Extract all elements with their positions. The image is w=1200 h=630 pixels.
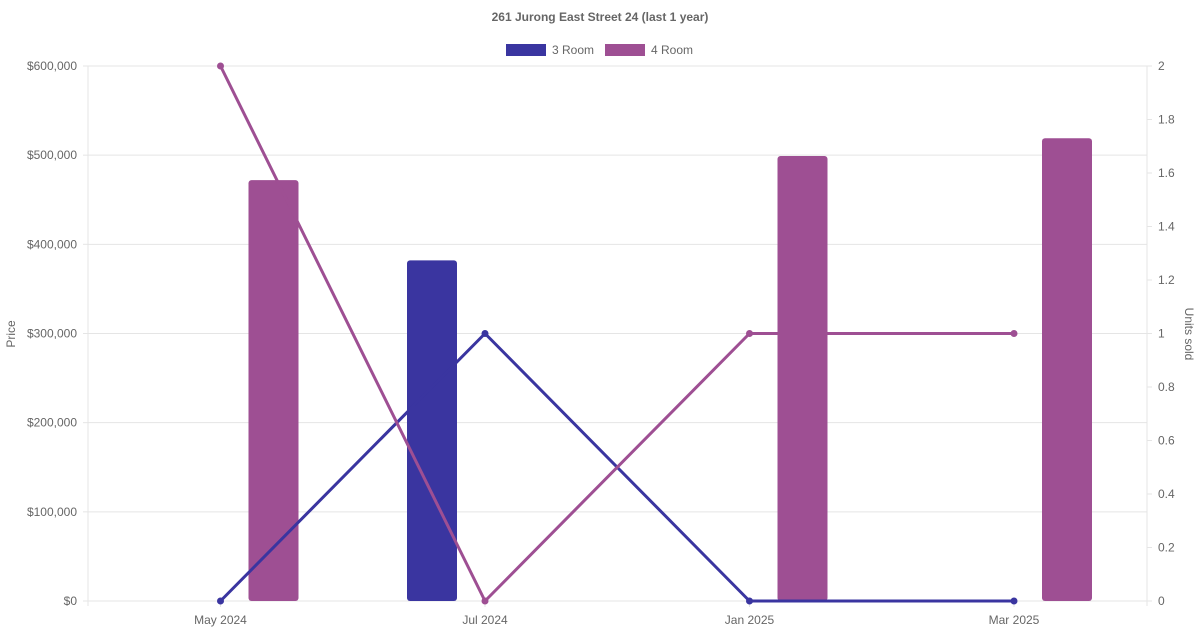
left-axis: $0 $100,000 $200,000 $300,000 $400,000 $500,0… [27, 59, 88, 608]
left-tick-label: $100,000 [27, 505, 77, 519]
legend-swatch[interactable] [506, 44, 546, 56]
left-tick-label: $0 [64, 594, 78, 608]
x-tick-label: Jan 2025 [725, 613, 775, 627]
point-3-room[interactable] [1010, 597, 1018, 605]
right-tick-label: 0.4 [1158, 487, 1175, 501]
point-4-room[interactable] [746, 330, 753, 337]
y-axis-title: Price [4, 320, 18, 348]
right-tick-label: 1.6 [1158, 166, 1175, 180]
right-tick-label: 0.6 [1158, 434, 1175, 448]
left-tick-label: $200,000 [27, 416, 77, 430]
point-3-room[interactable] [746, 597, 753, 605]
right-tick-label: 0.2 [1158, 541, 1175, 555]
bar-4-room[interactable] [248, 180, 299, 601]
right-tick-label: 0 [1158, 594, 1165, 608]
bar-4-room[interactable] [777, 156, 828, 601]
right-tick-label: 0.8 [1158, 380, 1175, 394]
right-tick-label: 1.2 [1158, 273, 1175, 287]
left-tick-label: $400,000 [27, 237, 77, 251]
right-tick-label: 1.8 [1158, 113, 1175, 127]
right-tick-label: 1 [1158, 327, 1165, 341]
bar-4-room[interactable] [1042, 138, 1092, 601]
legend-label[interactable]: 4 Room [651, 43, 693, 57]
chart-title: 261 Jurong East Street 24 (last 1 year) [492, 10, 709, 24]
right-axis: 0 0.2 0.4 0.6 0.8 1 1.2 1.4 1.6 1.8 2 [1147, 59, 1175, 608]
bar-3-room[interactable] [407, 260, 457, 601]
legend-label[interactable]: 3 Room [552, 43, 594, 57]
x-tick-label: Jul 2024 [462, 613, 508, 627]
x-tick-label: Mar 2025 [989, 613, 1040, 627]
left-tick-label: $300,000 [27, 327, 77, 341]
legend-swatch[interactable] [605, 44, 645, 56]
left-tick-label: $600,000 [27, 59, 77, 73]
legend[interactable]: 3 Room 4 Room [506, 43, 693, 57]
point-4-room[interactable] [1010, 330, 1018, 337]
right-tick-label: 1.4 [1158, 220, 1175, 234]
line-4-room [219, 65, 1014, 603]
right-tick-label: 2 [1158, 59, 1165, 73]
x-axis: May 2024 Jul 2024 Jan 2025 Mar 2025 [194, 601, 1040, 627]
gridlines [87, 65, 1148, 606]
point-3-room[interactable] [481, 330, 489, 337]
point-4-room[interactable] [217, 62, 224, 70]
point-4-room[interactable] [481, 597, 489, 605]
x-tick-label: May 2024 [194, 613, 247, 627]
left-tick-label: $500,000 [27, 148, 77, 162]
bars [248, 138, 1092, 601]
point-3-room[interactable] [217, 597, 224, 605]
y2-axis-title: Units sold [1182, 308, 1196, 361]
lines [217, 62, 1018, 605]
